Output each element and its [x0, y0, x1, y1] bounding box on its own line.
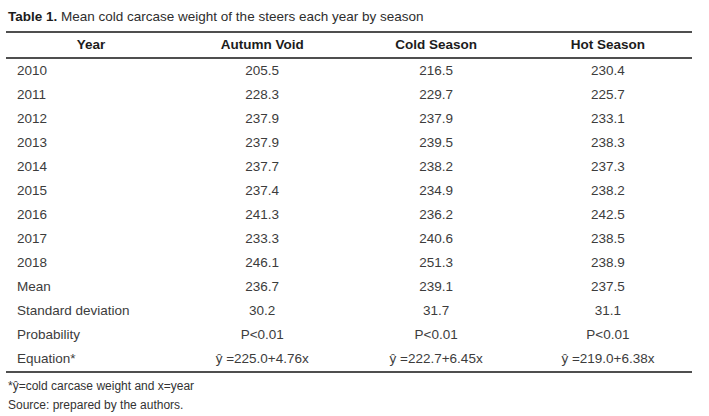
value-cell: 240.6 [348, 227, 524, 251]
value-cell: 237.7 [176, 155, 348, 179]
value-cell: 237.5 [524, 275, 692, 299]
value-cell: 229.7 [348, 83, 524, 107]
value-cell: 239.5 [348, 131, 524, 155]
table-row: 2010205.5216.5230.4 [6, 58, 692, 83]
table-row: Equation*ŷ =225.0+4.76xŷ =222.7+6.45xŷ =… [6, 347, 692, 372]
table-caption-label: Table 1. [8, 9, 57, 24]
value-cell: 30.2 [176, 299, 348, 323]
table-header: Year Autumn Void Cold Season Hot Season [6, 32, 692, 58]
column-header-cold-season: Cold Season [348, 32, 524, 58]
table-header-row: Year Autumn Void Cold Season Hot Season [6, 32, 692, 58]
table-row: ProbabilityP<0.01P<0.01P<0.01 [6, 323, 692, 347]
table-row: 2018246.1251.3238.9 [6, 251, 692, 275]
column-header-autumn-void: Autumn Void [176, 32, 348, 58]
footnote-source: Source: prepared by the authors. [8, 396, 692, 415]
value-cell: ŷ =225.0+4.76x [176, 347, 348, 372]
value-cell: 228.3 [176, 83, 348, 107]
value-cell: P<0.01 [176, 323, 348, 347]
value-cell: 238.2 [524, 179, 692, 203]
row-label-cell: 2010 [6, 58, 176, 83]
value-cell: 239.1 [348, 275, 524, 299]
page: Table 1. Mean cold carcase weight of the… [0, 0, 709, 415]
value-cell: 236.2 [348, 203, 524, 227]
table-row: 2011228.3229.7225.7 [6, 83, 692, 107]
row-label-cell: 2018 [6, 251, 176, 275]
value-cell: 31.7 [348, 299, 524, 323]
value-cell: 205.5 [176, 58, 348, 83]
value-cell: 237.3 [524, 155, 692, 179]
table-row: 2017233.3240.6238.5 [6, 227, 692, 251]
table-row: 2015237.4234.9238.2 [6, 179, 692, 203]
value-cell: 233.3 [176, 227, 348, 251]
table-row: 2016241.3236.2242.5 [6, 203, 692, 227]
value-cell: 238.9 [524, 251, 692, 275]
value-cell: P<0.01 [524, 323, 692, 347]
value-cell: 251.3 [348, 251, 524, 275]
value-cell: 233.1 [524, 107, 692, 131]
row-label-cell: 2013 [6, 131, 176, 155]
value-cell: 238.3 [524, 131, 692, 155]
table-row: Standard deviation30.231.731.1 [6, 299, 692, 323]
value-cell: 242.5 [524, 203, 692, 227]
carcase-weight-table: Year Autumn Void Cold Season Hot Season … [6, 31, 692, 373]
row-label-cell: 2016 [6, 203, 176, 227]
value-cell: 237.9 [176, 107, 348, 131]
row-label-cell: Probability [6, 323, 176, 347]
value-cell: 230.4 [524, 58, 692, 83]
value-cell: 234.9 [348, 179, 524, 203]
row-label-cell: Standard deviation [6, 299, 176, 323]
value-cell: 236.7 [176, 275, 348, 299]
value-cell: P<0.01 [348, 323, 524, 347]
value-cell: 216.5 [348, 58, 524, 83]
value-cell: ŷ =219.0+6.38x [524, 347, 692, 372]
table-row: Mean236.7239.1237.5 [6, 275, 692, 299]
row-label-cell: 2014 [6, 155, 176, 179]
value-cell: 225.7 [524, 83, 692, 107]
value-cell: 237.9 [348, 107, 524, 131]
row-label-cell: 2012 [6, 107, 176, 131]
table-body: 2010205.5216.5230.42011228.3229.7225.720… [6, 58, 692, 372]
column-header-year: Year [6, 32, 176, 58]
value-cell: 238.5 [524, 227, 692, 251]
row-label-cell: 2011 [6, 83, 176, 107]
row-label-cell: 2017 [6, 227, 176, 251]
row-label-cell: Mean [6, 275, 176, 299]
value-cell: ŷ =222.7+6.45x [348, 347, 524, 372]
value-cell: 237.9 [176, 131, 348, 155]
value-cell: 246.1 [176, 251, 348, 275]
value-cell: 237.4 [176, 179, 348, 203]
table-caption: Table 1. Mean cold carcase weight of the… [8, 8, 692, 25]
table-caption-text: Mean cold carcase weight of the steers e… [57, 9, 423, 24]
value-cell: 238.2 [348, 155, 524, 179]
footnote-equation-definition: *ŷ=cold carcase weight and x=year [8, 377, 692, 396]
row-label-cell: 2015 [6, 179, 176, 203]
row-label-cell: Equation* [6, 347, 176, 372]
table-row: 2014237.7238.2237.3 [6, 155, 692, 179]
table-row: 2013237.9239.5238.3 [6, 131, 692, 155]
table-row: 2012237.9237.9233.1 [6, 107, 692, 131]
column-header-hot-season: Hot Season [524, 32, 692, 58]
value-cell: 241.3 [176, 203, 348, 227]
value-cell: 31.1 [524, 299, 692, 323]
table-footnotes: *ŷ=cold carcase weight and x=year Source… [8, 377, 692, 415]
